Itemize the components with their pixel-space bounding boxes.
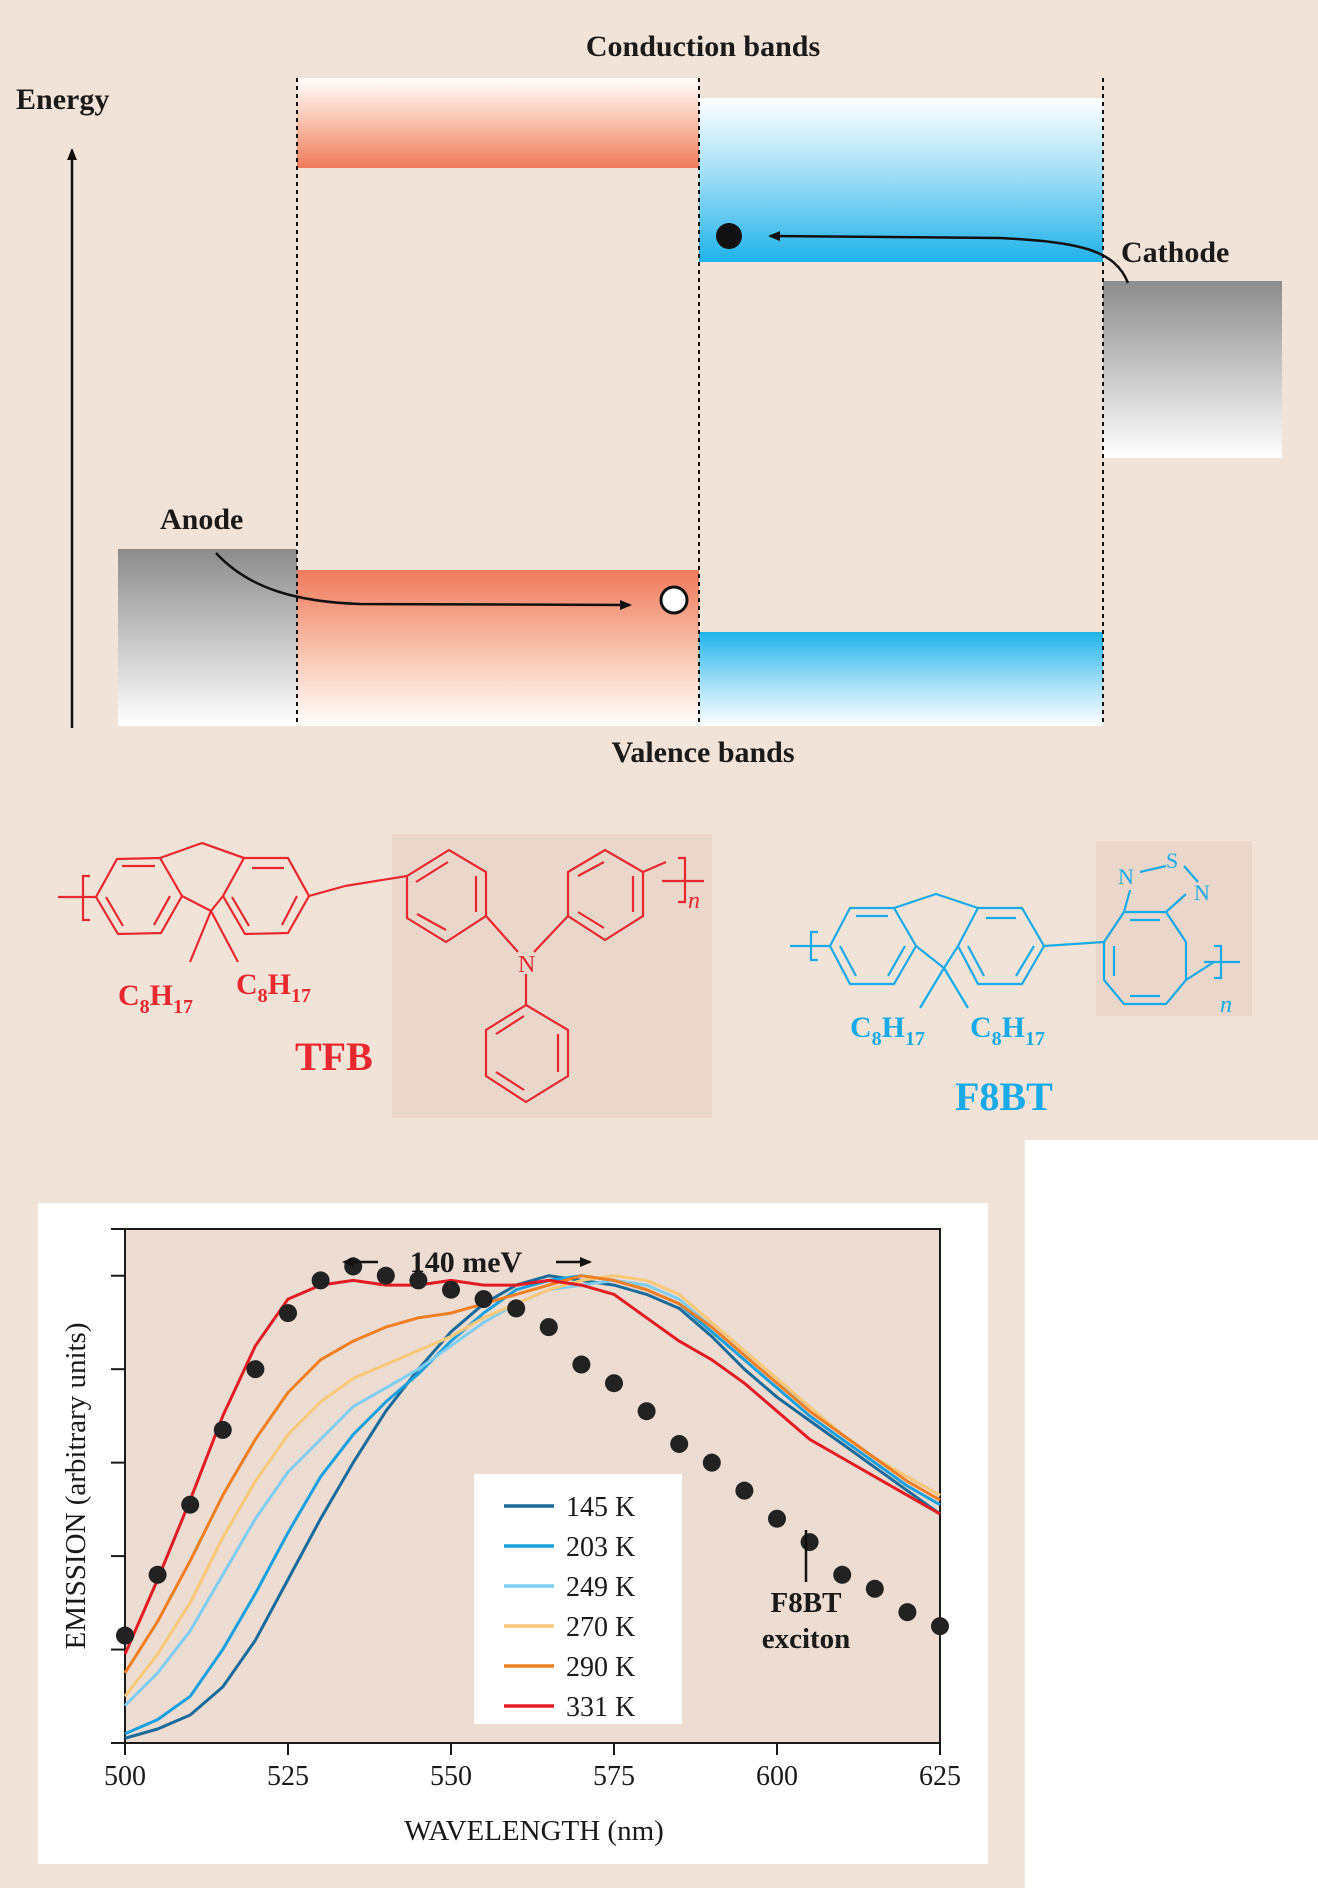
exciton-dot (116, 1626, 134, 1645)
exciton-dot (213, 1420, 232, 1439)
x-axis-label: WAVELENGTH (nm) (404, 1815, 664, 1847)
x-tick-label: 550 (430, 1761, 472, 1792)
exciton-dot (442, 1280, 460, 1299)
series-line (123, 1278, 941, 1655)
legend-label: 290 K (566, 1652, 635, 1683)
f8bt-n-atom-left: N (1118, 864, 1134, 889)
exciton-dot (800, 1533, 819, 1552)
band-diagram: Conduction bands Valence bands Energy An… (16, 30, 1282, 769)
energy-label: Energy (16, 83, 109, 116)
exciton-dot (311, 1271, 330, 1290)
tfb-c8h17-right: C8H17 (236, 968, 311, 1007)
f8bt-conduction-band (699, 98, 1103, 262)
x-tick-label: 525 (267, 1761, 309, 1792)
x-tick-label: 625 (919, 1761, 961, 1792)
f8bt-benzothiadiazole-shade (1096, 841, 1252, 1016)
tfb-valence-band (297, 570, 699, 726)
tfb-name: TFB (295, 1034, 373, 1079)
f8bt-c8h17-left: C8H17 (850, 1011, 925, 1050)
exciton-dot (409, 1271, 428, 1290)
exciton-dot (833, 1565, 852, 1584)
series-line (124, 1274, 941, 1740)
tfb-structure (58, 841, 704, 1104)
exciton-dot (181, 1495, 200, 1514)
cathode-box (1103, 281, 1282, 458)
tfb-repeat-n: n (688, 888, 700, 914)
tfb-amine-shade (392, 834, 712, 1118)
tfb-labels: N n C8H17 C8H17 TFB (118, 888, 700, 1079)
series-line (124, 1274, 941, 1736)
exciton-label-line2: exciton (762, 1623, 851, 1655)
exciton-dot (507, 1299, 526, 1318)
series-layer (123, 1274, 941, 1740)
exciton-dot (898, 1603, 917, 1622)
y-ticks (111, 1228, 125, 1744)
f8bt-name: F8BT (955, 1074, 1053, 1119)
exciton-dot (637, 1402, 656, 1421)
exciton-dot (474, 1290, 493, 1309)
electron-injection-arrow (768, 231, 1130, 284)
tfb-n-atom: N (518, 952, 535, 978)
f8bt-structure (790, 864, 1240, 1009)
exciton-dot (768, 1509, 786, 1528)
tfb-c8h17-left: C8H17 (118, 979, 193, 1018)
f8bt-labels: N S N n C8H17 C8H17 F8BT (850, 848, 1232, 1119)
f8bt-repeat-n: n (1220, 992, 1232, 1018)
f8bt-n-atom-right: N (1194, 880, 1210, 905)
exciton-dot (702, 1453, 721, 1472)
hole-injection-arrow (215, 552, 632, 610)
exciton-dot (279, 1304, 297, 1323)
exciton-dot (931, 1617, 949, 1636)
legend-label: 270 K (566, 1612, 635, 1643)
emission-chart: 500 525 550 575 600 625 140 meV F8BT exciton … (60, 1228, 961, 1847)
electron-dot (716, 223, 742, 249)
exciton-dot (246, 1360, 265, 1379)
f8bt-s-atom: S (1166, 848, 1178, 873)
exciton-dot (670, 1434, 689, 1453)
anode-label: Anode (160, 503, 243, 536)
legend-label: 145 K (566, 1492, 635, 1523)
exciton-label-line1: F8BT (771, 1587, 842, 1619)
x-tick-label: 575 (593, 1761, 635, 1792)
exciton-dot (605, 1374, 623, 1393)
x-ticks: 500 525 550 575 600 625 (104, 1743, 961, 1792)
legend-label: 331 K (566, 1692, 635, 1723)
legend-box (474, 1474, 682, 1724)
x-tick-label: 600 (756, 1761, 798, 1792)
anode-box (118, 549, 297, 726)
exciton-dot (865, 1579, 884, 1598)
hole-circle (659, 585, 689, 615)
conduction-bands-label: Conduction bands (586, 30, 820, 63)
legend: 145 K 203 K 249 K 270 K 290 K 331 K (504, 1492, 635, 1723)
tfb-conduction-band (297, 78, 699, 168)
exciton-dot (344, 1257, 363, 1276)
exciton-dot (572, 1355, 591, 1374)
legend-label: 203 K (566, 1532, 635, 1563)
valence-bands-label: Valence bands (611, 736, 794, 769)
legend-label: 249 K (566, 1572, 635, 1603)
y-axis-label: EMISSION (arbitrary units) (60, 1322, 92, 1649)
annotation-140-mev: 140 meV (410, 1246, 523, 1279)
exciton-dot (735, 1481, 754, 1500)
series-line (123, 1274, 941, 1698)
exciton-dot (376, 1266, 395, 1285)
f8bt-valence-band (699, 632, 1103, 726)
series-line (123, 1274, 941, 1674)
x-tick-label: 500 (104, 1761, 146, 1792)
exciton-dot (539, 1318, 558, 1337)
cathode-label: Cathode (1121, 236, 1229, 269)
exciton-dot (148, 1565, 167, 1584)
